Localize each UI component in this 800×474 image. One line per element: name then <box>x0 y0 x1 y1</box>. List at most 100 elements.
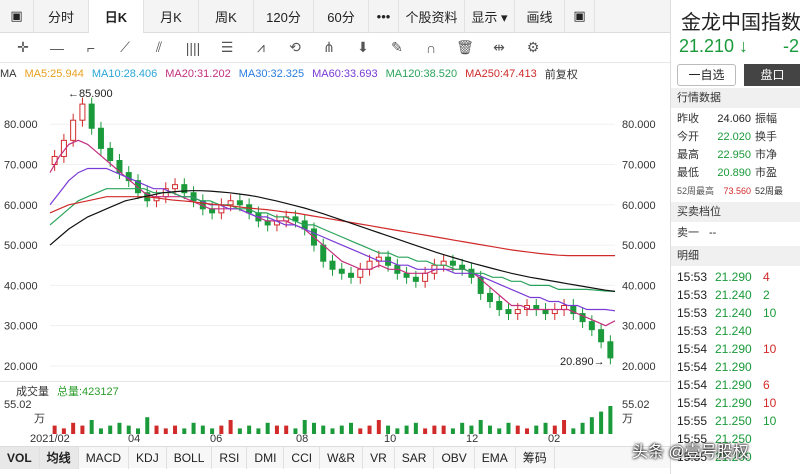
candle-body <box>227 200 234 206</box>
ask1-value: -- <box>709 227 717 239</box>
tab-3[interactable]: 月K <box>144 0 199 33</box>
volume-bar <box>562 420 567 434</box>
tab-9[interactable]: 显示 ▾ <box>465 0 515 33</box>
bars-icon[interactable]: |||| <box>185 39 201 56</box>
x-tick: 04 <box>128 433 141 445</box>
indicator-tab-vol[interactable]: VOL <box>0 446 40 469</box>
tab-10[interactable]: 画线 <box>515 0 565 33</box>
candle-body <box>79 103 86 121</box>
indicator-tab-w&r[interactable]: W&R <box>320 446 364 469</box>
rect-icon[interactable]: ⌐ <box>86 39 96 56</box>
section-bid-ask: 买卖档位 <box>671 202 800 222</box>
w52-high-label: 52周最高 <box>677 186 715 196</box>
order-book-button[interactable]: 盘口 <box>744 64 800 86</box>
candle-body <box>514 309 521 315</box>
volume-bar <box>330 428 335 434</box>
volume-bar <box>386 425 391 434</box>
kline-chart[interactable]: 80.000 80.000 70.000 70.000 60.000 60.000 50.0… <box>0 84 670 381</box>
candle-body <box>70 119 77 141</box>
volume-bar <box>126 425 131 434</box>
volume-bar <box>358 428 363 434</box>
tab-7[interactable]: ••• <box>369 0 399 33</box>
tab-4[interactable]: 周K <box>199 0 254 33</box>
volume-bar <box>163 428 168 434</box>
volume-bar <box>219 425 224 434</box>
gear-icon[interactable]: ⚙ <box>526 39 540 55</box>
ma-line-ma20 <box>49 139 616 327</box>
quote-label: 昨收 <box>677 113 699 125</box>
indicator-tab-均线[interactable]: 均线 <box>39 446 79 469</box>
candle-body <box>88 103 95 129</box>
ma-line-black <box>49 190 616 292</box>
candle-body <box>477 276 484 294</box>
fan-icon[interactable]: ⟋ <box>120 39 130 55</box>
volume-axis-top-left: 55.02 <box>4 400 32 411</box>
indicator-tab-kdj[interactable]: KDJ <box>129 446 167 469</box>
add-watchlist-button[interactable]: 一自选 <box>677 64 736 86</box>
fib-icon[interactable]: ☰ <box>220 39 234 55</box>
line-icon[interactable]: — <box>50 39 64 56</box>
trash-icon[interactable]: 🗑 <box>456 39 474 55</box>
y-tick-left: 60.000 <box>4 200 38 212</box>
volume-bar <box>228 420 233 434</box>
candle-body <box>598 329 605 343</box>
x-tick: 02 <box>548 433 561 445</box>
crosshair-icon[interactable]: ✛ <box>17 39 29 55</box>
candle-body <box>264 220 271 226</box>
y-tick-right: 70.000 <box>622 160 656 172</box>
quote-label-2: 市盈 <box>755 167 777 179</box>
candle-body <box>172 184 179 190</box>
candle-body <box>496 300 503 311</box>
max-label: ←85.900 <box>68 88 113 100</box>
volume-bar <box>525 428 530 434</box>
volume-bar <box>191 422 196 434</box>
tab-2[interactable]: 日K <box>89 0 144 33</box>
tick-price: 21.250 <box>715 432 752 446</box>
expand-icon[interactable]: ⇹ <box>493 39 505 55</box>
tab-0[interactable]: ▣ <box>0 0 34 33</box>
indicator-tab-sar[interactable]: SAR <box>395 446 435 469</box>
indicator-tab-rsi[interactable]: RSI <box>212 446 248 469</box>
tab-5[interactable]: 120分 <box>254 0 314 33</box>
candle-body <box>422 272 429 282</box>
quote-row: 最高 22.950 市净 <box>677 146 800 164</box>
volume-bar <box>432 425 437 434</box>
tick-time: 15:53 <box>677 270 708 284</box>
y-tick-left: 30.000 <box>4 321 38 333</box>
volume-bar <box>367 425 372 434</box>
pitchfork-icon[interactable]: ⋔ <box>323 39 335 55</box>
quote-label-2: 换手 <box>755 131 777 143</box>
volume-bar <box>534 425 539 434</box>
volume-axis-unit-right: 万 <box>622 413 633 425</box>
indicator-tab-筹码[interactable]: 筹码 <box>516 446 555 469</box>
quote-label-2: 振幅 <box>755 113 777 125</box>
tab-1[interactable]: 分时 <box>34 0 89 33</box>
tab-11[interactable]: ▣ <box>565 0 595 33</box>
indicator-tab-ema[interactable]: EMA <box>475 446 516 469</box>
tab-6[interactable]: 60分 <box>314 0 369 33</box>
candle-body <box>486 292 493 302</box>
magnet-icon[interactable]: ∩ <box>425 39 437 56</box>
eraser-icon[interactable]: ✎ <box>391 39 403 55</box>
candle-body <box>579 313 586 323</box>
candle-body <box>607 341 614 359</box>
wave-icon[interactable]: ⩘ <box>257 39 265 55</box>
quote-label: 今开 <box>677 131 699 143</box>
indicator-tab-dmi[interactable]: DMI <box>247 446 285 469</box>
indicator-tab-boll[interactable]: BOLL <box>167 446 213 469</box>
arrow-down-icon[interactable]: ⬇ <box>357 39 369 55</box>
candle-body <box>542 309 549 315</box>
volume-header: 成交量 总量:423127 <box>0 381 670 399</box>
channel-icon[interactable]: ⫽ <box>155 39 163 55</box>
indicator-tab-obv[interactable]: OBV <box>434 446 475 469</box>
cycle-icon[interactable]: ⟲ <box>289 39 301 55</box>
indicator-tab-macd[interactable]: MACD <box>79 446 130 469</box>
indicator-tab-cci[interactable]: CCI <box>284 446 321 469</box>
tick-time: 15:54 <box>677 342 708 356</box>
tick-row: 15:55 21.200 <box>677 448 800 466</box>
volume-bar <box>413 422 418 434</box>
volume-bar <box>450 428 455 434</box>
indicator-tab-vr[interactable]: VR <box>363 446 395 469</box>
tab-8[interactable]: 个股资料 <box>399 0 465 33</box>
